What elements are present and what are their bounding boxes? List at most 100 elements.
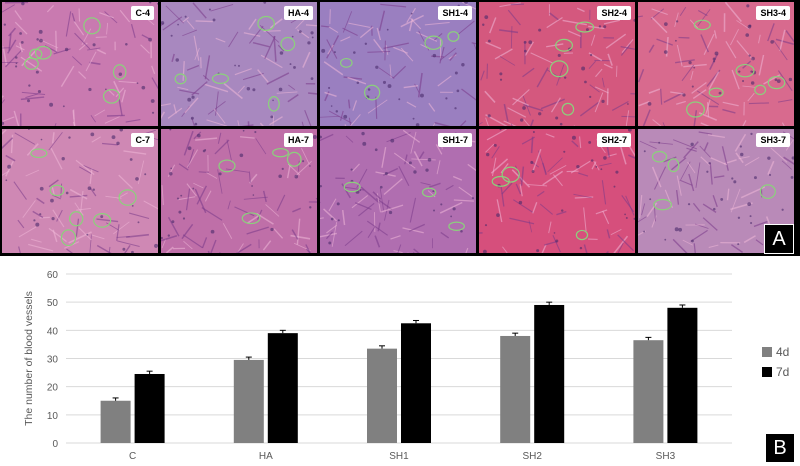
legend-swatch: [762, 367, 772, 377]
tissue-texture: [479, 129, 635, 253]
micrograph-label: SH2-4: [597, 6, 631, 20]
vessel-marker: [34, 45, 52, 60]
micrograph-tile: C-4: [2, 2, 158, 126]
vessel-marker: [30, 148, 48, 159]
micrograph-label: SH1-7: [438, 133, 472, 147]
y-tick-label: 50: [47, 298, 59, 309]
x-tick-label: HA: [259, 451, 273, 462]
micrograph-tile: SH2-7: [479, 129, 635, 253]
y-tick-label: 20: [47, 383, 59, 394]
vessel-marker: [364, 84, 381, 101]
micrograph-tile: C-7: [2, 129, 158, 253]
bar-4d-SH2: [500, 335, 531, 443]
bar-chart-panel: 0 10 20 30 40 50 60 The number of blood vessels…: [0, 258, 800, 466]
y-tick-label: 30: [47, 355, 59, 366]
micrograph-panel: C-4 HA-4 SH1-4 SH2-4 SH3-4 C-7 HA-7 SH1-7 SH2-7 S…: [0, 0, 800, 256]
vessel-marker: [267, 96, 280, 112]
x-tick-label: SH3: [656, 451, 676, 462]
vessel-marker: [448, 221, 465, 231]
x-tick-label: SH2: [522, 451, 542, 462]
vessel-marker: [211, 73, 230, 84]
micrograph-label: C-4: [131, 6, 154, 20]
y-tick-label: 60: [47, 270, 59, 281]
bar-7d-SH1: [401, 323, 431, 443]
micrograph-tile: HA-7: [161, 129, 317, 253]
vessel-marker: [118, 189, 137, 206]
tissue-texture: [320, 129, 476, 253]
vessel-marker: [421, 187, 437, 198]
vessel-marker: [49, 184, 65, 197]
bar-7d-SH2: [534, 304, 565, 443]
vessel-marker: [272, 148, 289, 158]
micrograph-label: SH1-4: [438, 6, 472, 20]
vessel-marker: [93, 213, 112, 228]
bar-4d-SH3: [633, 340, 664, 443]
legend-label: 4d: [776, 345, 789, 359]
vessel-marker: [686, 101, 705, 118]
y-tick-label: 40: [47, 326, 59, 337]
vessel-marker: [735, 63, 755, 78]
vessel-marker: [667, 158, 680, 173]
vessel-marker: [343, 181, 361, 193]
vessel-marker: [555, 38, 574, 52]
legend-label: 7d: [776, 365, 789, 379]
tissue-texture: [2, 129, 158, 253]
bar-4d-SH1: [367, 348, 397, 443]
vessel-marker: [651, 150, 668, 163]
bar-4d-C: [100, 400, 131, 443]
vessel-marker: [286, 151, 302, 167]
micrograph-label: HA-4: [283, 6, 313, 20]
vessel-marker: [575, 21, 595, 33]
vessel-marker: [653, 198, 673, 211]
tissue-texture: [638, 2, 794, 126]
micrograph-tile: HA-4: [161, 2, 317, 126]
x-tick-label: SH1: [389, 451, 409, 462]
micrograph-tile: SH2-4: [479, 2, 635, 126]
micrograph-label: SH2-7: [597, 133, 631, 147]
vessel-marker: [174, 73, 187, 85]
micrograph-tile: SH1-7: [320, 129, 476, 253]
vessel-marker: [29, 48, 43, 60]
vessel-marker: [754, 84, 767, 96]
vessel-marker: [339, 57, 353, 68]
tissue-texture: [161, 129, 317, 253]
micrograph-label: SH3-4: [756, 6, 790, 20]
vessel-marker: [257, 15, 275, 32]
bar-chart: 0 10 20 30 40 50 60 The number of blood vessels…: [23, 270, 789, 462]
vessel-marker: [218, 159, 236, 173]
vessel-marker: [83, 17, 101, 35]
micrograph-tile: SH1-4: [320, 2, 476, 126]
tissue-texture: [2, 2, 158, 126]
panel-letter-b: B: [766, 434, 794, 462]
bar-4d-HA: [233, 359, 264, 443]
legend-swatch: [762, 347, 772, 357]
y-axis-label: The number of blood vessels: [23, 291, 35, 426]
micrograph-tile: SH3-7: [638, 129, 794, 253]
micrograph-tile: SH3-4: [638, 2, 794, 126]
vessel-marker: [280, 36, 296, 52]
tissue-texture: [479, 2, 635, 126]
micrograph-label: C-7: [131, 133, 154, 147]
vessel-marker: [759, 184, 776, 200]
tissue-texture: [320, 2, 476, 126]
vessel-marker: [69, 211, 84, 227]
vessel-marker: [424, 35, 443, 50]
vessel-marker: [549, 60, 569, 78]
vessel-marker: [767, 75, 786, 90]
y-tick-label: 0: [52, 439, 58, 450]
vessel-marker: [561, 102, 575, 116]
vessel-marker: [693, 19, 711, 31]
vessel-marker: [501, 166, 520, 183]
vessel-marker: [60, 229, 77, 247]
bar-7d-SH3: [667, 307, 698, 443]
x-tick-label: C: [129, 451, 136, 462]
micrograph-label: SH3-7: [756, 133, 790, 147]
vessel-marker: [102, 88, 121, 104]
panel-letter-a: A: [764, 224, 794, 254]
vessel-marker: [447, 31, 460, 42]
micrograph-label: HA-7: [283, 133, 313, 147]
bar-7d-C: [134, 373, 165, 443]
y-tick-label: 10: [47, 411, 59, 422]
vessel-marker: [112, 64, 127, 80]
tissue-texture: [161, 2, 317, 126]
